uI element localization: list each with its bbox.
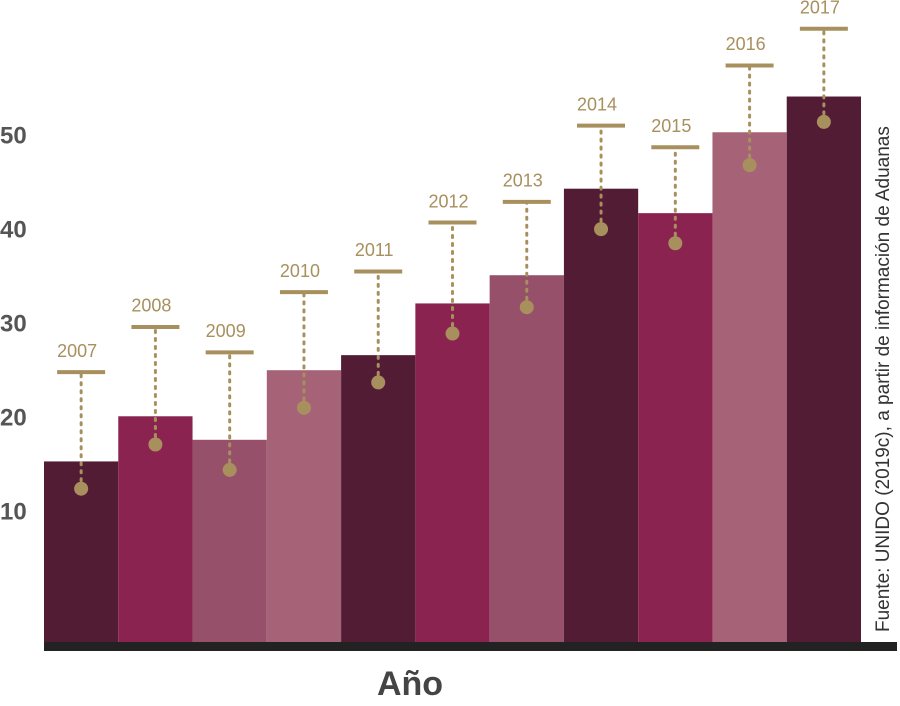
bar (712, 132, 787, 642)
bar (341, 355, 416, 642)
dot (222, 462, 237, 477)
dot (445, 326, 460, 341)
year-label: 2011 (355, 240, 394, 260)
y-tick-label: 10 (0, 498, 27, 525)
year-label: 2012 (428, 191, 468, 211)
baseline (44, 642, 897, 651)
bar (415, 303, 490, 642)
year-label: 2014 (577, 94, 617, 114)
source-note: Fuente: UNIDO (2019c), a partir de infor… (873, 126, 894, 632)
dot (816, 114, 831, 129)
dot (742, 158, 757, 173)
dot (296, 400, 311, 415)
year-label: 2009 (206, 321, 246, 341)
dot (371, 375, 386, 390)
bar (489, 275, 564, 642)
year-label: 2013 (503, 171, 543, 191)
year-label: 2017 (800, 0, 840, 18)
year-label: 2008 (131, 296, 171, 316)
dot (74, 481, 89, 496)
y-tick-label: 30 (0, 310, 27, 337)
dot (519, 300, 534, 315)
dot (594, 222, 609, 237)
bar (563, 188, 639, 642)
bar (266, 370, 342, 642)
bar (118, 416, 193, 642)
x-axis-label: Año (377, 665, 443, 703)
dot (148, 437, 163, 452)
year-label: 2007 (57, 341, 97, 361)
year-label: 2015 (651, 116, 691, 136)
y-tick-label: 40 (0, 216, 27, 243)
year-label: 2016 (726, 34, 766, 54)
bar (638, 213, 713, 642)
bar (786, 96, 861, 643)
y-tick-label: 50 (0, 122, 27, 149)
dot (668, 236, 683, 251)
y-tick-label: 20 (0, 404, 27, 431)
year-label: 2010 (280, 261, 320, 281)
